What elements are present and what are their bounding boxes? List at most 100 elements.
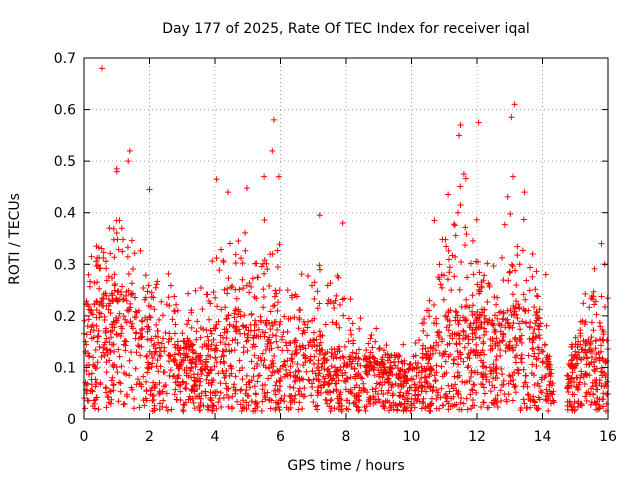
roti-point	[480, 340, 487, 347]
roti-point	[544, 364, 551, 371]
roti-point	[483, 376, 490, 383]
roti-point	[430, 343, 437, 350]
roti-point	[93, 322, 100, 329]
roti-point	[83, 298, 90, 305]
roti-point	[239, 405, 246, 412]
roti-point	[376, 345, 383, 352]
roti-point	[104, 346, 111, 353]
roti-point	[471, 381, 478, 388]
roti-point	[425, 360, 432, 367]
roti-point	[185, 396, 192, 403]
roti-point	[237, 387, 244, 394]
y-tick-label: 0.3	[54, 257, 76, 273]
roti-point	[587, 401, 594, 408]
roti-point	[158, 340, 165, 347]
roti-point	[548, 382, 555, 389]
roti-point	[351, 384, 358, 391]
roti-point	[413, 384, 420, 391]
roti-point	[84, 323, 91, 330]
roti-point	[314, 392, 321, 399]
roti-point	[128, 280, 135, 287]
roti-point	[356, 406, 363, 413]
roti-point	[109, 321, 116, 328]
roti-point	[604, 391, 611, 398]
roti-point	[572, 362, 579, 369]
roti-point	[260, 293, 267, 300]
roti-point	[156, 388, 163, 395]
roti-point	[401, 368, 408, 375]
roti-point	[94, 279, 101, 286]
roti-point	[494, 403, 501, 410]
roti-point	[600, 331, 607, 338]
roti-point	[543, 393, 550, 400]
roti-point	[245, 379, 252, 386]
roti-point	[143, 378, 150, 385]
roti-point	[282, 361, 289, 368]
roti-point	[204, 363, 211, 370]
roti-point	[215, 399, 222, 406]
roti-point	[208, 330, 215, 337]
roti-point	[441, 351, 448, 358]
roti-point	[471, 402, 478, 409]
roti-point	[156, 391, 163, 398]
roti-point	[427, 344, 434, 351]
roti-point	[481, 331, 488, 338]
roti-point	[153, 363, 160, 370]
roti-point	[172, 386, 179, 393]
roti-point	[259, 328, 266, 335]
roti-point	[405, 398, 412, 405]
roti-point	[275, 344, 282, 351]
x-tick-label: 6	[276, 429, 285, 445]
roti-point	[103, 346, 110, 353]
roti-point	[258, 357, 265, 364]
roti-point	[353, 350, 360, 357]
roti-point	[232, 373, 239, 380]
roti-point	[582, 290, 589, 297]
roti-point	[324, 282, 331, 289]
roti-point	[185, 290, 192, 297]
roti-point	[153, 321, 160, 328]
roti-point	[341, 295, 348, 302]
roti-point	[172, 344, 179, 351]
roti-point	[600, 403, 607, 410]
roti-point	[183, 380, 190, 387]
roti-point	[514, 315, 521, 322]
roti-point	[145, 365, 152, 372]
roti-point	[455, 321, 462, 328]
roti-point	[293, 343, 300, 350]
roti-point	[359, 375, 366, 382]
roti-point	[144, 316, 151, 323]
roti-point	[239, 260, 246, 267]
roti-point	[361, 403, 368, 410]
roti-point	[192, 378, 199, 385]
roti-point	[274, 399, 281, 406]
roti-point	[290, 384, 297, 391]
roti-point	[218, 246, 225, 253]
roti-point	[107, 329, 114, 336]
roti-point	[296, 315, 303, 322]
roti-point	[451, 357, 458, 364]
roti-point	[137, 247, 144, 254]
roti-point	[386, 407, 393, 414]
roti-point	[529, 336, 536, 343]
roti-point	[480, 399, 487, 406]
roti-point	[345, 406, 352, 413]
roti-point	[433, 320, 440, 327]
roti-point	[453, 341, 460, 348]
roti-point	[462, 175, 469, 182]
roti-point	[255, 274, 262, 281]
roti-point	[480, 277, 487, 284]
chart-title: Day 177 of 2025, Rate Of TEC Index for r…	[162, 21, 530, 37]
roti-point	[509, 263, 516, 270]
roti-point	[481, 312, 488, 319]
roti-point	[382, 368, 389, 375]
roti-point	[393, 406, 400, 413]
roti-point	[158, 298, 165, 305]
roti-point	[535, 322, 542, 329]
roti-point	[430, 302, 437, 309]
roti-point	[240, 349, 247, 356]
roti-point	[361, 353, 368, 360]
roti-point	[127, 300, 134, 307]
roti-point	[291, 314, 298, 321]
roti-point	[374, 360, 381, 367]
